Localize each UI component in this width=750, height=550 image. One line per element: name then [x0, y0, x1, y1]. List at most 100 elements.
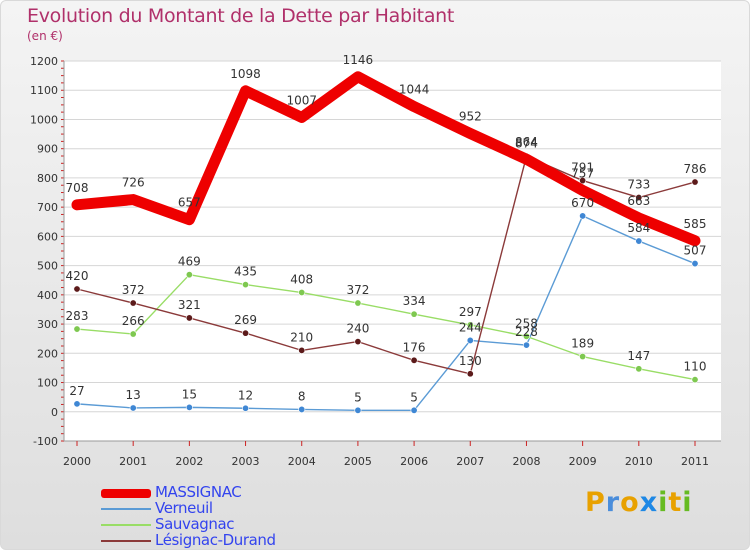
data-point: [185, 314, 193, 322]
legend-swatch: [101, 508, 151, 510]
data-point: [184, 214, 195, 225]
data-point: [521, 154, 532, 165]
data-label: 726: [122, 176, 145, 190]
data-point: [128, 194, 139, 205]
data-label: 244: [459, 320, 482, 334]
data-point: [577, 185, 588, 196]
data-label: 864: [515, 135, 538, 149]
data-point: [522, 341, 530, 349]
data-label: 321: [178, 298, 201, 312]
data-point: [465, 128, 476, 139]
logo-letter: t: [668, 487, 683, 518]
data-label: 8: [298, 389, 306, 403]
data-label: 266: [122, 314, 145, 328]
data-point: [579, 177, 587, 185]
data-label: 240: [346, 322, 369, 336]
y-tick-label: -100: [33, 435, 58, 448]
logo-letter: o: [620, 487, 640, 518]
data-label: 110: [684, 360, 707, 374]
y-tick-label: 500: [37, 260, 58, 273]
data-label: 791: [571, 161, 594, 175]
data-label: 147: [627, 349, 650, 363]
data-label: 708: [66, 181, 89, 195]
data-point: [409, 101, 420, 112]
data-label: 670: [571, 196, 594, 210]
legend-label: Verneuil: [155, 499, 213, 517]
legend-swatch: [101, 524, 151, 526]
data-point: [242, 404, 250, 412]
legend-swatch: [101, 488, 151, 498]
data-label: 5: [410, 390, 418, 404]
data-point: [129, 404, 137, 412]
series-line-massignac: [71, 71, 701, 247]
data-label: 1146: [343, 53, 374, 67]
data-label: 1044: [399, 83, 430, 97]
series-line-sauvagnac: [76, 273, 696, 381]
data-point: [410, 310, 418, 318]
y-tick-label: 200: [37, 347, 58, 360]
data-label: 663: [627, 194, 650, 208]
data-point: [72, 199, 82, 210]
data-point: [129, 330, 137, 338]
x-tick-label: 2009: [569, 455, 597, 468]
proxiti-logo: Proxiti: [585, 487, 693, 518]
data-label: 507: [684, 244, 707, 258]
data-label: 469: [178, 255, 201, 269]
data-point: [579, 353, 587, 361]
data-label: 228: [515, 325, 538, 339]
legend-label: Sauvagnac: [155, 515, 235, 533]
data-point: [410, 356, 418, 364]
legend-label: MASSIGNAC: [155, 483, 242, 501]
plot-area: [64, 61, 721, 441]
y-tick-label: 1200: [30, 55, 58, 68]
logo-letter: x: [639, 487, 659, 518]
data-point: [410, 406, 418, 414]
data-point: [691, 178, 699, 186]
y-tick-label: 100: [37, 377, 58, 390]
data-point: [691, 260, 699, 268]
x-tick-label: 2000: [63, 455, 91, 468]
data-point: [690, 235, 700, 246]
data-point: [691, 376, 699, 384]
data-point: [242, 281, 250, 289]
data-label: 733: [627, 178, 650, 192]
y-tick-label: 1000: [30, 113, 58, 126]
y-tick-label: 800: [37, 172, 58, 185]
logo-letter: P: [585, 487, 606, 518]
y-tick-label: 300: [37, 318, 58, 331]
data-point: [73, 285, 81, 293]
chart-title: Evolution du Montant de la Dette par Hab…: [27, 5, 455, 27]
logo-letter: i: [682, 487, 693, 518]
data-label: 334: [403, 294, 426, 308]
legend-swatch: [101, 540, 151, 542]
data-point: [635, 237, 643, 245]
y-tick-label: 1100: [30, 84, 58, 97]
data-point: [354, 299, 362, 307]
data-label: 584: [627, 221, 650, 235]
data-point: [354, 338, 362, 346]
data-label: 210: [290, 330, 313, 344]
y-tick-label: 900: [37, 143, 58, 156]
logo-letter: r: [605, 487, 621, 518]
data-point: [635, 194, 643, 202]
data-label: 420: [66, 269, 89, 283]
chart-subtitle: (en €): [27, 29, 63, 43]
data-point: [129, 299, 137, 307]
data-point: [242, 329, 250, 337]
data-label: 372: [122, 283, 145, 297]
data-label: 13: [126, 388, 141, 402]
x-tick-label: 2010: [625, 455, 653, 468]
data-point: [635, 365, 643, 373]
logo-letter: i: [658, 487, 669, 518]
x-tick-label: 2005: [344, 455, 372, 468]
y-tick-label: 400: [37, 289, 58, 302]
legend-label: Lésignac-Durand: [155, 531, 276, 549]
y-tick-label: 600: [37, 230, 58, 243]
data-label: 1007: [286, 93, 317, 107]
data-label: 657: [178, 196, 201, 210]
series-line-l-signac-durand: [76, 155, 696, 375]
data-label: 27: [69, 384, 84, 398]
data-label: 269: [234, 313, 257, 327]
